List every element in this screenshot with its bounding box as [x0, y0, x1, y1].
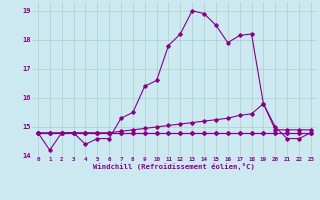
X-axis label: Windchill (Refroidissement éolien,°C): Windchill (Refroidissement éolien,°C): [93, 163, 255, 170]
